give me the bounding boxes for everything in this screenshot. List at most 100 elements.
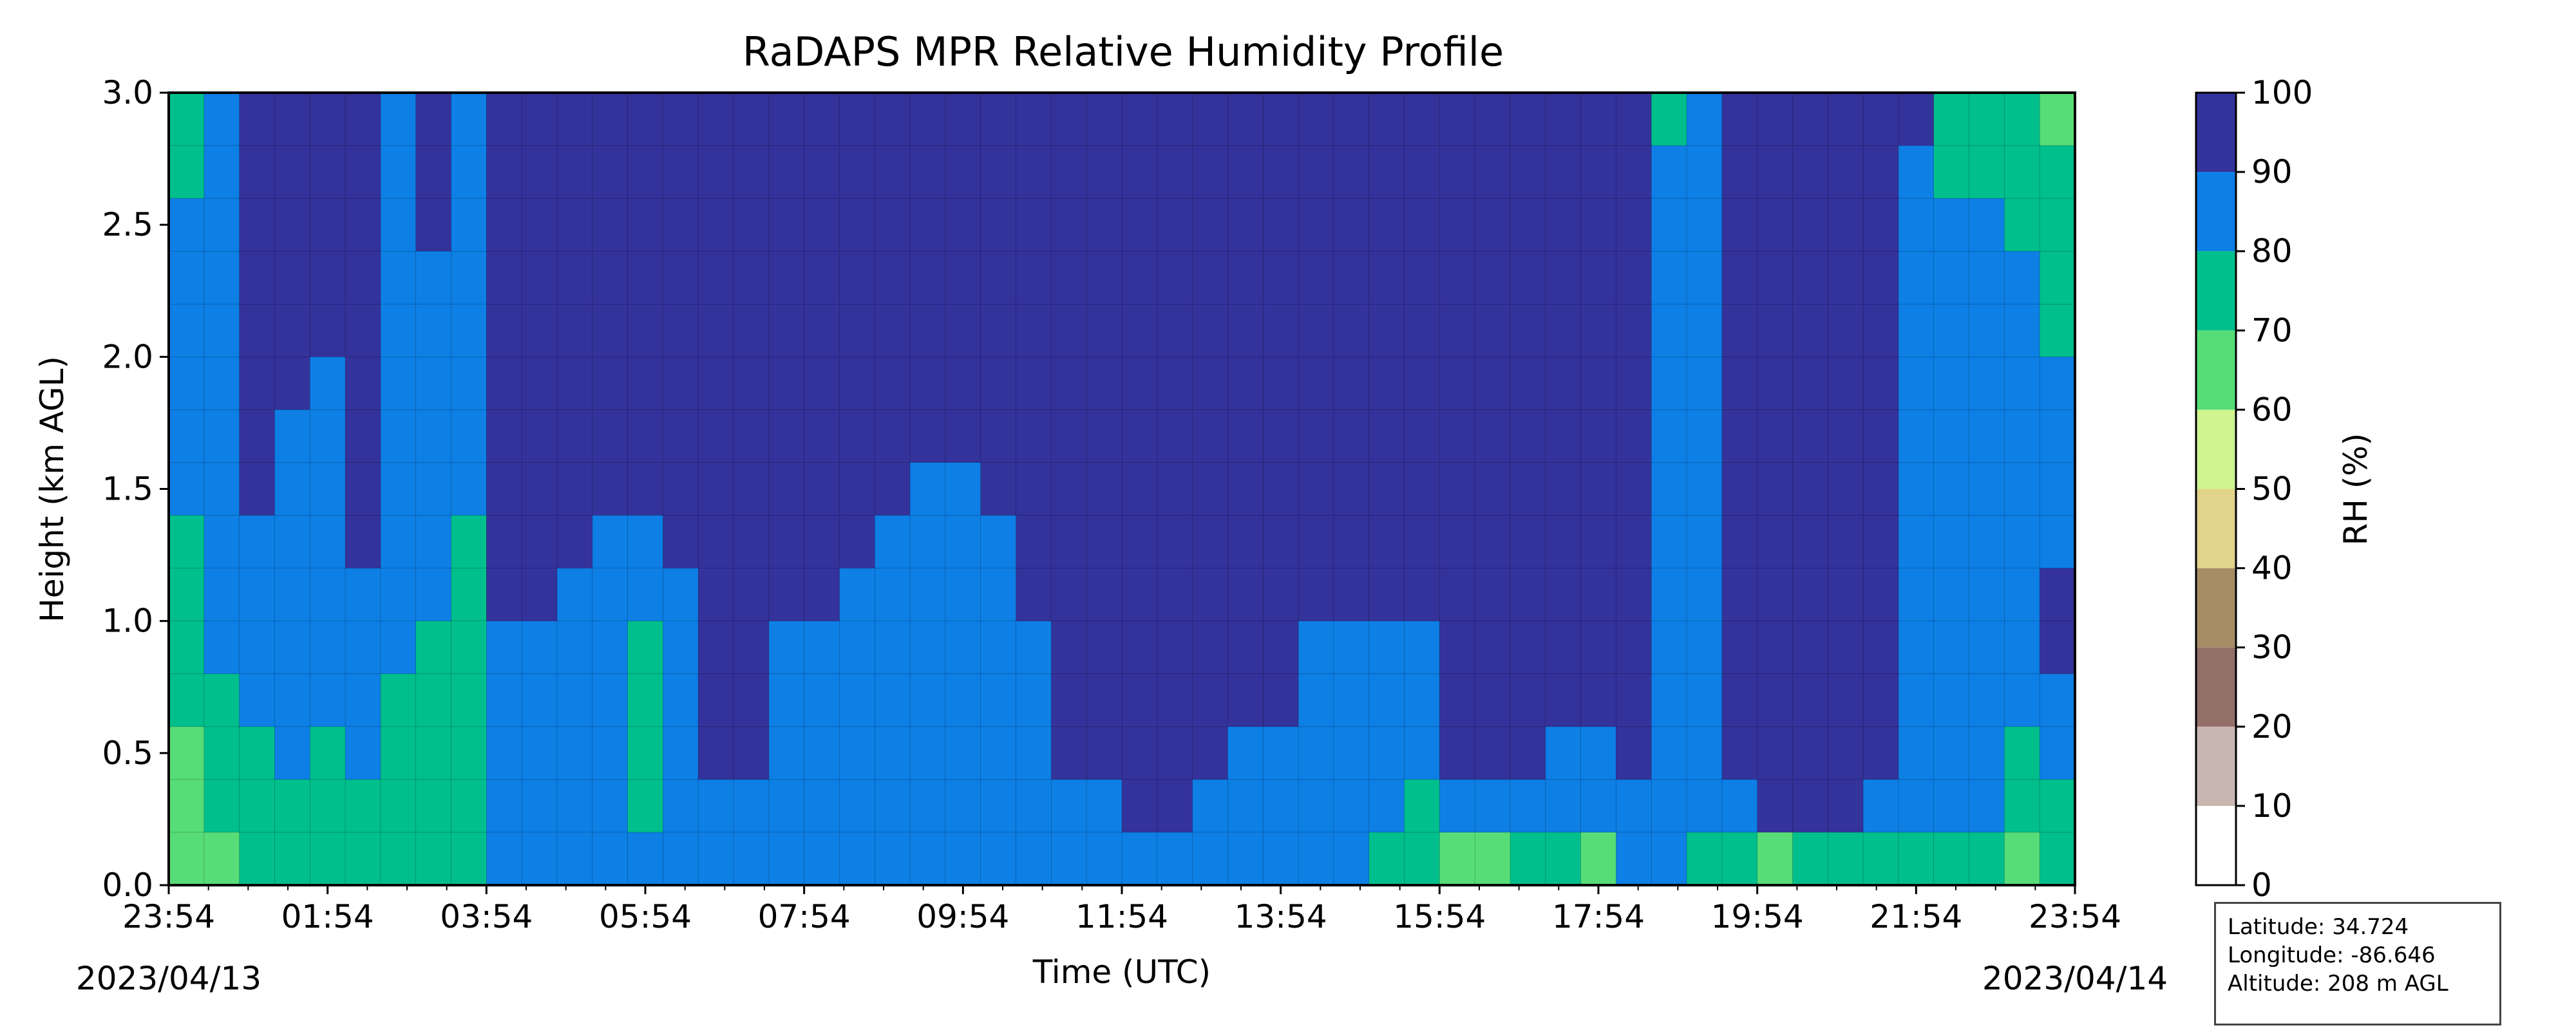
rh-cell — [1651, 832, 1688, 886]
y-tick-label: 1.5 — [102, 471, 153, 508]
rh-cell — [556, 832, 593, 886]
colorbar-segment — [2196, 568, 2236, 648]
rh-cell — [309, 832, 346, 886]
rh-cell — [1898, 303, 1935, 358]
latitude-text: Latitude: 34.724 — [2228, 914, 2409, 940]
rh-cell — [1757, 198, 1794, 252]
rh-cell — [1792, 726, 1829, 781]
rh-cell — [239, 779, 276, 834]
rh-cell — [945, 568, 981, 622]
rh-cell — [274, 568, 311, 622]
rh-cell — [1898, 832, 1935, 886]
rh-cell — [1651, 568, 1688, 622]
rh-cell — [733, 198, 770, 252]
rh-cell — [1263, 568, 1300, 622]
rh-cell — [1721, 779, 1758, 834]
rh-cell — [663, 832, 699, 886]
rh-cell — [239, 515, 276, 569]
rh-cell — [1933, 356, 1970, 411]
rh-cell — [556, 145, 593, 200]
rh-cell — [592, 515, 629, 569]
rh-cell — [1086, 462, 1123, 516]
rh-cell — [804, 568, 840, 622]
rh-cell — [875, 621, 911, 675]
rh-cell — [1510, 250, 1546, 305]
rh-cell — [239, 303, 276, 358]
rh-cell — [1016, 462, 1052, 516]
rh-cell — [380, 779, 417, 834]
rh-cell — [1898, 92, 1935, 147]
rh-cell — [1580, 621, 1617, 675]
rh-cell — [768, 726, 805, 781]
rh-cell — [345, 198, 381, 252]
rh-cell — [1862, 568, 1900, 622]
rh-cell — [1862, 462, 1900, 516]
rh-cell — [1933, 409, 1970, 464]
rh-cell — [733, 145, 770, 200]
rh-cell — [451, 726, 488, 781]
rh-cell — [1651, 409, 1688, 464]
x-tick-label: 01:54 — [281, 898, 374, 935]
rh-cell — [1016, 198, 1052, 252]
rh-cell — [1404, 303, 1441, 358]
rh-cell — [804, 92, 840, 147]
rh-cell — [1051, 198, 1088, 252]
rh-cell — [1862, 779, 1900, 834]
rh-cell — [663, 779, 699, 834]
rh-cell — [204, 92, 240, 147]
colorbar-segment — [2196, 726, 2236, 806]
rh-cell — [1474, 356, 1511, 411]
rh-cell — [804, 779, 840, 834]
rh-cell — [1757, 250, 1794, 305]
colorbar-tick-label: 30 — [2251, 629, 2293, 666]
rh-cell — [1616, 673, 1653, 727]
rh-cell — [2004, 250, 2041, 305]
rh-cell — [415, 303, 452, 358]
rh-cell — [556, 726, 593, 781]
rh-cell — [1862, 515, 1900, 569]
rh-cell — [1439, 303, 1476, 358]
rh-cell — [1792, 145, 1829, 200]
rh-cell — [1757, 356, 1794, 411]
rh-cell — [1969, 621, 2005, 675]
rh-cell — [1792, 673, 1829, 727]
rh-cell — [1121, 462, 1158, 516]
rh-cell — [1616, 621, 1653, 675]
rh-cell — [875, 779, 911, 834]
rh-cell — [274, 92, 311, 147]
rh-cell — [733, 462, 770, 516]
y-tick-label: 0.0 — [102, 866, 153, 904]
rh-cell — [768, 303, 805, 358]
rh-cell — [1121, 726, 1158, 781]
rh-cell — [1298, 673, 1334, 727]
rh-cell — [945, 409, 981, 464]
rh-cell — [1051, 145, 1088, 200]
rh-cell — [592, 779, 629, 834]
rh-cell — [1439, 779, 1476, 834]
rh-cell — [1510, 92, 1546, 147]
rh-cell — [1016, 832, 1052, 886]
rh-cell — [1474, 515, 1511, 569]
rh-cell — [1969, 356, 2005, 411]
rh-cell — [1686, 462, 1723, 516]
rh-cell — [1121, 673, 1158, 727]
rh-cell — [980, 673, 1017, 727]
rh-cell — [875, 198, 911, 252]
rh-cell — [486, 250, 523, 305]
rh-cell — [980, 198, 1017, 252]
rh-cell — [980, 462, 1017, 516]
rh-cell — [1016, 568, 1052, 622]
rh-cell — [380, 92, 417, 147]
rh-cell — [1721, 409, 1758, 464]
rh-cell — [1686, 515, 1723, 569]
rh-cell — [486, 568, 523, 622]
rh-cell — [1474, 145, 1511, 200]
rh-cell — [2004, 673, 2041, 727]
rh-cell — [1545, 92, 1582, 147]
rh-cell — [1933, 462, 1970, 516]
rh-cell — [415, 356, 452, 411]
y-tick-label: 3.0 — [102, 74, 153, 111]
rh-cell — [1263, 779, 1300, 834]
rh-cell — [839, 250, 876, 305]
rh-cell — [1651, 673, 1688, 727]
